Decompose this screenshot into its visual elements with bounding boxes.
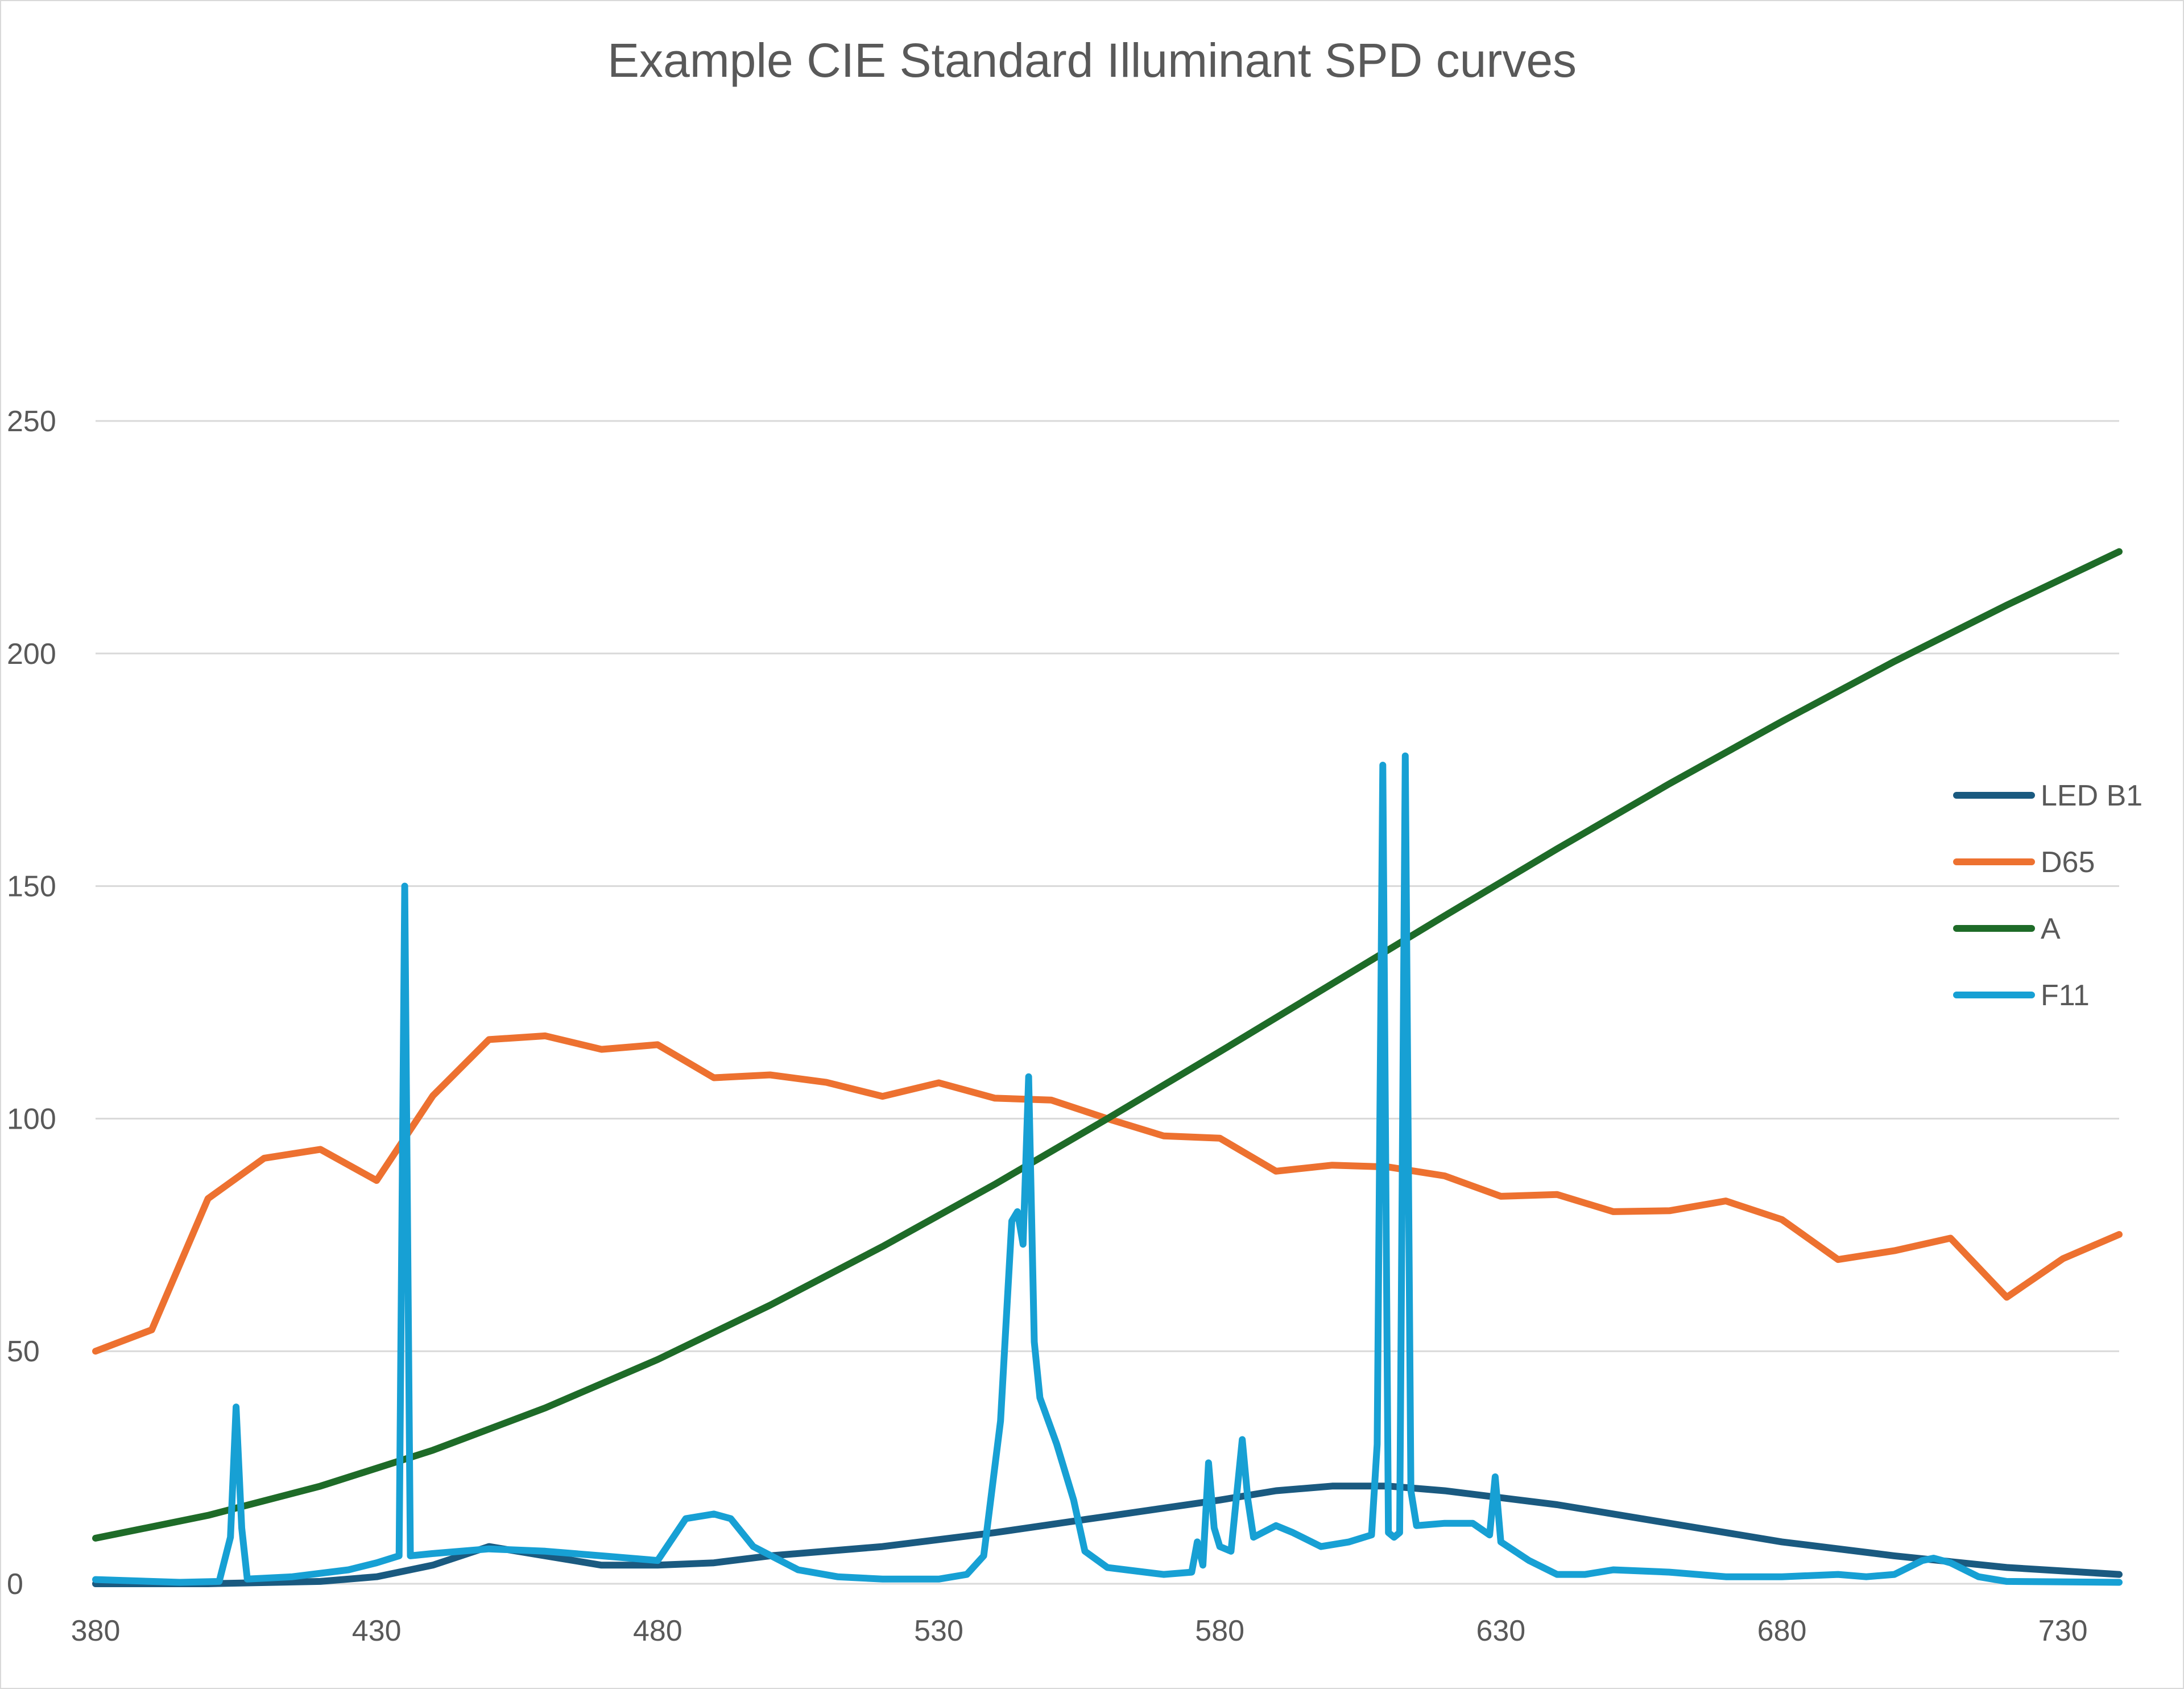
series-lines <box>92 548 2123 1587</box>
series-line-led-b1 <box>92 1482 2123 1587</box>
x-tick-label: 480 <box>633 1614 682 1647</box>
y-tick-label: 100 <box>7 1102 56 1135</box>
series-line-f11 <box>92 752 2123 1586</box>
x-tick-label: 580 <box>1195 1614 1244 1647</box>
x-tick-label: 730 <box>2038 1614 2088 1647</box>
x-tick-label: 530 <box>914 1614 963 1647</box>
legend-label: LED B1 <box>2041 779 2142 812</box>
legend-label: D65 <box>2041 846 2095 879</box>
x-tick-label: 680 <box>1757 1614 1807 1647</box>
x-tick-label: 630 <box>1476 1614 1525 1647</box>
series-line-a <box>92 548 2123 1542</box>
chart-title: Example CIE Standard Illuminant SPD curv… <box>607 34 1577 87</box>
y-tick-label: 50 <box>7 1335 40 1368</box>
legend-label: F11 <box>2041 979 2090 1012</box>
y-tick-label: 250 <box>7 405 56 438</box>
y-tick-label: 0 <box>7 1568 23 1601</box>
y-tick-label: 200 <box>7 638 56 671</box>
x-tick-label: 380 <box>71 1614 121 1647</box>
x-axis-ticks: 380 430 480 530 580 630 680 730 <box>71 1614 2088 1647</box>
legend: LED B1 D65 A F11 <box>1953 779 2142 1012</box>
y-tick-label: 150 <box>7 870 56 903</box>
y-axis-ticks: 0 50 100 150 200 250 <box>7 405 56 1601</box>
legend-label: A <box>2041 912 2061 945</box>
x-tick-label: 430 <box>352 1614 402 1647</box>
